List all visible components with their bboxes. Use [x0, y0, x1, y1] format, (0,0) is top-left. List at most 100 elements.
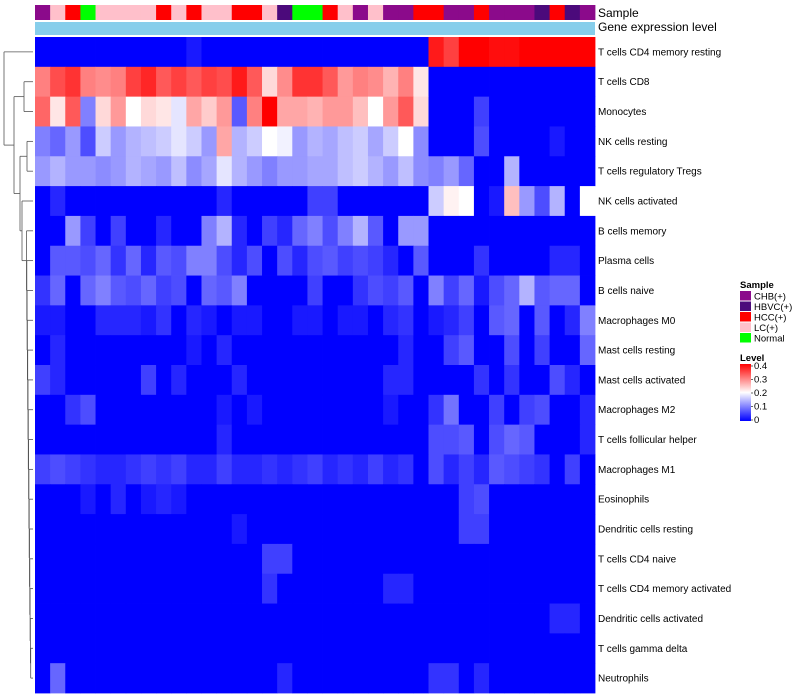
- heatmap-cell: [307, 156, 323, 187]
- heatmap-cell: [262, 573, 278, 604]
- heatmap-cell: [35, 37, 51, 68]
- heatmap-cell: [125, 365, 142, 396]
- heatmap-cell: [95, 603, 112, 634]
- heatmap-cell: [171, 454, 187, 485]
- heatmap-cell: [277, 305, 293, 336]
- heatmap-cell: [231, 394, 248, 426]
- heatmap-cell: [473, 245, 490, 276]
- heatmap-cell: [383, 543, 399, 575]
- heatmap-cell: [549, 633, 566, 664]
- sample-legend-swatch: [740, 291, 751, 301]
- heatmap-cell: [489, 96, 505, 127]
- sample-annotation-cell: [201, 5, 218, 20]
- heatmap-cell: [186, 37, 202, 68]
- heatmap-cell: [171, 156, 187, 187]
- heatmap-cell: [534, 37, 550, 68]
- sample-legend-label: LC(+): [754, 323, 778, 334]
- heatmap-cell: [383, 633, 399, 664]
- row-label: NK cells resting: [598, 137, 667, 148]
- heatmap-cell: [216, 126, 233, 157]
- heatmap-cell: [277, 633, 293, 664]
- heatmap-cell: [458, 335, 475, 366]
- heatmap-cell: [413, 96, 429, 127]
- heatmap-cell: [534, 365, 550, 396]
- heatmap-cell: [413, 484, 429, 515]
- heatmap-cell: [534, 275, 550, 306]
- heatmap-cell: [367, 96, 384, 127]
- heatmap-cell: [428, 96, 445, 127]
- heatmap-cell: [246, 365, 263, 396]
- heatmap-cell: [367, 603, 384, 634]
- heatmap-cell: [156, 156, 172, 187]
- heatmap-cell: [504, 424, 520, 455]
- heatmap-cell: [307, 305, 323, 336]
- heatmap-cell: [337, 573, 354, 604]
- heatmap-cell: [277, 215, 293, 247]
- heatmap-cell: [171, 603, 187, 634]
- heatmap-cell: [352, 633, 369, 664]
- row-dendrogram: [3, 51, 33, 679]
- heatmap-cell: [337, 37, 354, 68]
- heatmap-cell: [383, 573, 399, 604]
- heatmap-cell: [307, 186, 323, 217]
- heatmap-cell: [443, 37, 460, 68]
- heatmap-cell: [80, 514, 96, 545]
- heatmap-cell: [458, 186, 475, 217]
- heatmap-cell: [367, 663, 384, 694]
- heatmap-cell: [458, 37, 475, 68]
- heatmap-cell: [504, 305, 520, 336]
- heatmap-cell: [458, 394, 475, 426]
- heatmap-cell: [428, 484, 445, 515]
- heatmap-cell: [65, 394, 81, 426]
- heatmap-cell: [398, 633, 414, 664]
- heatmap-cell: [140, 156, 157, 187]
- heatmap-cell: [216, 66, 233, 98]
- heatmap-cell: [95, 96, 112, 127]
- heatmap-cell: [519, 663, 535, 694]
- heatmap-cell: [489, 394, 505, 426]
- heatmap-cell: [398, 215, 414, 247]
- heatmap-cell: [307, 245, 323, 276]
- heatmap-cell: [231, 633, 248, 664]
- heatmap-cell: [35, 365, 51, 396]
- heatmap-cell: [50, 633, 66, 664]
- heatmap-cell: [367, 126, 384, 157]
- row-label: T cells regulatory Tregs: [598, 167, 702, 178]
- heatmap-cell: [473, 484, 490, 515]
- heatmap-cell: [489, 186, 505, 217]
- heatmap-cell: [337, 126, 354, 157]
- heatmap-cell: [413, 424, 429, 455]
- heatmap-cell: [35, 126, 51, 157]
- heatmap-cell: [443, 305, 460, 336]
- heatmap-cell: [504, 126, 520, 157]
- heatmap-cell: [262, 454, 278, 485]
- heatmap-cell: [201, 245, 218, 276]
- sample-annotation-cell: [80, 5, 96, 20]
- heatmap-cell: [277, 454, 293, 485]
- heatmap-cell: [231, 156, 248, 187]
- heatmap-cell: [65, 96, 81, 127]
- row-label: T cells CD4 memory resting: [598, 47, 721, 58]
- heatmap-cell: [549, 484, 566, 515]
- heatmap-cell: [125, 186, 142, 217]
- heatmap-cell: [186, 633, 202, 664]
- heatmap-cell: [65, 573, 81, 604]
- heatmap-cell: [277, 573, 293, 604]
- heatmap-cell: [50, 156, 66, 187]
- heatmap-cell: [216, 663, 233, 694]
- heatmap-cell: [519, 514, 535, 545]
- heatmap-cell: [262, 424, 278, 455]
- level-color-scale: [740, 364, 751, 421]
- heatmap-cell: [65, 514, 81, 545]
- heatmap-cell: [322, 96, 339, 127]
- heatmap-cell: [35, 275, 51, 306]
- heatmap-cell: [458, 633, 475, 664]
- heatmap-cell: [352, 156, 369, 187]
- heatmap-cell: [383, 66, 399, 98]
- heatmap-cell: [337, 424, 354, 455]
- heatmap-cell: [110, 543, 127, 575]
- heatmap-cell: [171, 514, 187, 545]
- heatmap-cell: [352, 484, 369, 515]
- heatmap-cell: [322, 394, 339, 426]
